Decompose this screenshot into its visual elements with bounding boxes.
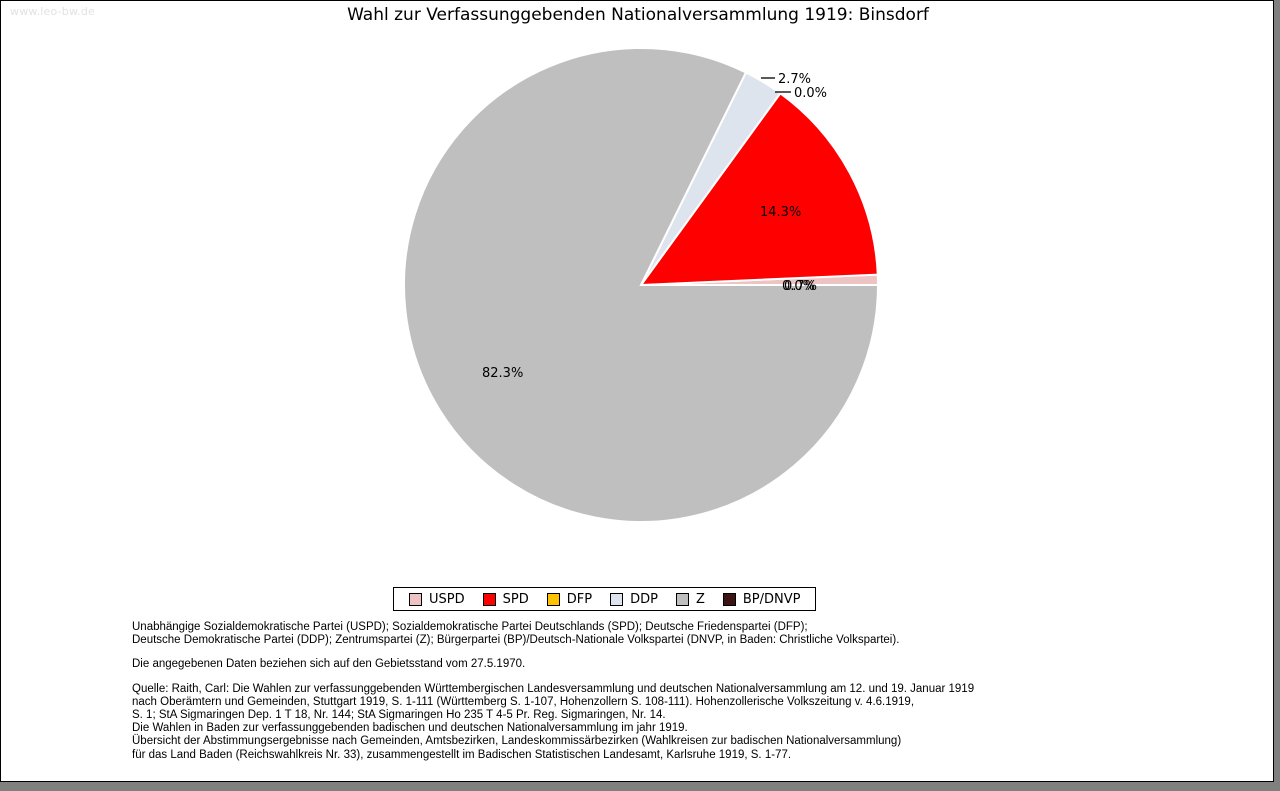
slice-percentage-label: 2.7% [778, 72, 812, 87]
legend-entry-bp-dnvp[interactable]: BP/DNVP [722, 591, 801, 607]
source-line: für das Land Baden (Reichswahlkreis Nr. … [132, 748, 792, 761]
legend-swatch-icon [409, 592, 422, 606]
slice-percentage-label: 0.0% [782, 279, 816, 294]
source-line: S. 1; StA Sigmaringen Dep. 1 T 18, Nr. 1… [132, 709, 666, 722]
slice-percentage-label: 0.0% [794, 86, 828, 101]
slice-percentage-label: 82.3% [482, 366, 524, 381]
source-line: Die Wahlen in Baden zur verfassunggebend… [132, 722, 688, 735]
party-names-note: Unabhängige Sozialdemokratische Partei (… [132, 621, 1192, 647]
pie-slice-ddp [640, 71, 782, 286]
page-title: Wahl zur Verfassunggebenden Nationalvers… [347, 5, 929, 25]
legend-swatch-icon [546, 592, 560, 606]
chart-legend: USPD SPD DFP DDP Z BP/DNVP [393, 587, 817, 611]
legend-label: USPD [429, 591, 465, 607]
legend-label: DDP [630, 591, 658, 607]
source-line: Übersicht der Abstimmungsergebnisse nach… [132, 735, 902, 748]
footnotes: Unabhängige Sozialdemokratische Partei (… [132, 621, 1192, 773]
pie-slice-uspd [640, 273, 880, 286]
legend-label: SPD [502, 591, 529, 607]
party-names-line: Deutsche Demokratische Partei (DDP); Zen… [132, 634, 900, 647]
slice-percentage-label: 0.7% [784, 279, 818, 294]
territory-line: Die angegebenen Daten beziehen sich auf … [132, 658, 526, 671]
legend-entry-dfp[interactable]: DFP [546, 591, 593, 607]
legend-label: DFP [566, 591, 593, 607]
source-line: nach Oberämtern und Gemeinden, Stuttgart… [132, 695, 915, 708]
legend-label: Z [695, 591, 705, 607]
legend-swatch-icon [610, 592, 624, 606]
legend-label: BP/DNVP [742, 591, 801, 607]
legend-swatch-icon [722, 592, 736, 606]
legend-entry-z[interactable]: Z [675, 591, 705, 607]
legend-swatch-icon [482, 592, 496, 606]
legend-entry-spd[interactable]: SPD [482, 591, 529, 607]
source-line: Quelle: Raith, Carl: Die Wahlen zur verf… [132, 682, 975, 695]
slice-percentage-label: 14.3% [760, 205, 802, 220]
legend-entry-ddp[interactable]: DDP [610, 592, 658, 607]
legend-entry-uspd[interactable]: USPD [409, 592, 465, 607]
party-names-line: Unabhängige Sozialdemokratische Partei (… [132, 621, 808, 633]
source-note: Quelle: Raith, Carl: Die Wahlen zur verf… [132, 683, 1192, 762]
site-watermark: www.leo-bw.de [10, 5, 96, 18]
legend-swatch-icon [675, 592, 689, 606]
pie-slice-spd [638, 91, 879, 287]
territory-note: Die angegebenen Daten beziehen sich auf … [132, 658, 1192, 671]
